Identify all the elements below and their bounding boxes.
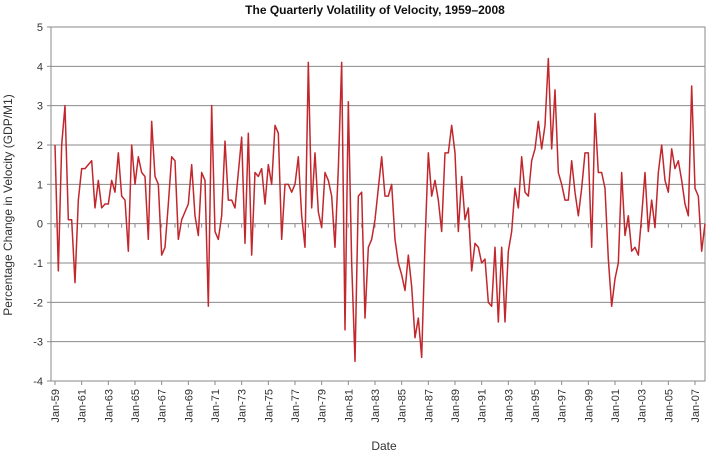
y-tick-label: 5 (37, 22, 43, 34)
y-tick-label: 4 (37, 61, 43, 73)
x-tick-label: Jan-71 (210, 389, 222, 423)
x-tick-label: Jan-95 (530, 389, 542, 423)
y-tick-label: -1 (33, 258, 43, 270)
x-axis-ticks: Jan-59 Jan-61 Jan-63 Jan-65 Jan-67 Jan-69 Jan-… (50, 223, 702, 423)
plot-area-border (50, 26, 706, 382)
plot-frame (50, 26, 706, 382)
y-tick-label: 0 (37, 219, 43, 231)
x-tick-label: Jan-91 (477, 389, 489, 423)
x-tick-label: Jan-89 (450, 389, 462, 423)
x-tick-label: Jan-05 (663, 389, 675, 423)
x-tick-label: Jan-93 (503, 389, 515, 423)
velocity-series-line (54, 57, 706, 363)
y-axis-ticks: -4 -3 -2 -1 0 1 2 3 4 5 (33, 22, 51, 388)
x-tick-label: Jan-03 (637, 389, 649, 423)
x-tick-label: Jan-77 (290, 389, 302, 423)
x-tick-label: Jan-63 (103, 389, 115, 423)
x-tick-label: Jan-61 (77, 389, 89, 423)
x-tick-label: Jan-83 (370, 389, 382, 423)
y-tick-label: 2 (37, 140, 43, 152)
x-tick-label: Jan-81 (343, 389, 355, 423)
x-tick-label: Jan-67 (157, 389, 169, 423)
y-tick-label: 1 (37, 179, 43, 191)
x-tick-label: Jan-75 (263, 389, 275, 423)
y-tick-label: -4 (33, 376, 43, 388)
chart-title: The Quarterly Volatility of Velocity, 19… (245, 3, 505, 17)
x-tick-label: Jan-69 (183, 389, 195, 423)
x-tick-label: Jan-59 (50, 389, 62, 423)
series-layer (54, 57, 706, 363)
y-axis-label: Percentage Change in Velocity (GDP/M1) (1, 94, 15, 315)
y-tick-label: -3 (33, 337, 43, 349)
x-tick-label: Jan-85 (397, 389, 409, 423)
y-tick-label: -2 (33, 297, 43, 309)
x-tick-label: Jan-99 (583, 389, 595, 423)
x-tick-label: Jan-65 (130, 389, 142, 423)
x-tick-label: Jan-87 (423, 389, 435, 423)
x-tick-label: Jan-79 (317, 389, 329, 423)
x-tick-label: Jan-73 (237, 389, 249, 423)
x-tick-label: Jan-01 (610, 389, 622, 423)
y-tick-label: 3 (37, 101, 43, 113)
x-tick-label: Jan-07 (690, 389, 702, 423)
x-tick-label: Jan-97 (557, 389, 569, 423)
x-axis-label: Date (371, 439, 397, 453)
